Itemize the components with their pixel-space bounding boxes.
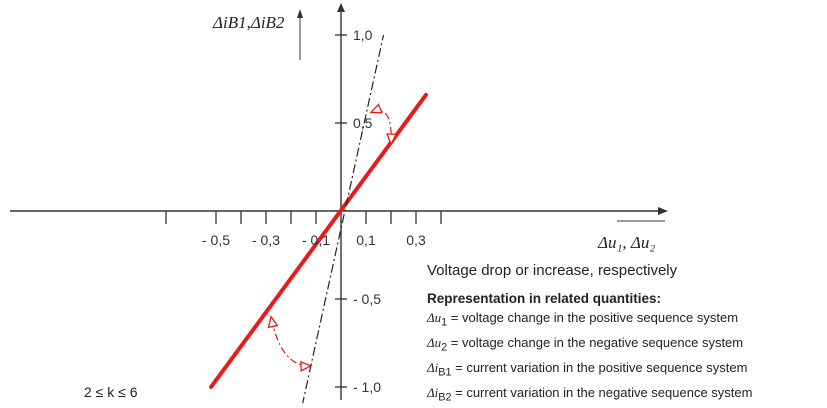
x-axis-title: Δu₁, Δu₂ [597,233,655,252]
x-tick-label-3: 0,1 [356,232,376,248]
y-tick-label-3: - 1,0 [353,379,381,395]
arrowhead-1-start [300,360,313,372]
legend-row-2: ΔiB1 = current variation in the positive… [427,358,825,383]
arrowhead-0-end [386,133,398,146]
axes [10,3,668,400]
legend-description: = current variation in the negative sequ… [451,385,753,401]
y-tick-label-1: 0,5 [353,115,373,131]
y-axis-arrowhead [337,3,345,12]
y-tick-label-2: - 0,5 [353,291,381,307]
legend-symbol: Δi [427,360,439,376]
x-axis-arrowhead [658,207,668,215]
x-tick-label-2: - 0,1 [302,232,330,248]
legend-description: = current variation in the positive sequ… [451,360,748,376]
legend-rows: Δu1 = voltage change in the positive seq… [427,308,825,408]
legend-symbol-subscript: 2 [441,341,448,354]
annotations [267,103,398,372]
axis-titles: ΔiB1,ΔiB2 Δu₁, Δu₂ [212,13,655,252]
legend-row-3: ΔiB2 = current variation in the negative… [427,383,825,408]
legend-description: = voltage change in the positive sequenc… [447,310,739,325]
y-tick-label-0: 1,0 [353,27,373,43]
legend-row-1: Δu2 = voltage change in the negative seq… [427,333,825,358]
legend: Voltage drop or increase, respectively R… [427,262,825,408]
legend-symbol-subscript: B2 [438,391,452,404]
y-axis-title: ΔiB1,ΔiB2 [212,13,285,32]
legend-row-0: Δu1 = voltage change in the positive seq… [427,308,825,333]
legend-description: = voltage change in the negative sequenc… [447,335,744,351]
arrowhead-1-end [267,315,279,329]
legend-symbol: Δu [427,335,442,351]
legend-subtitle: Representation in related quantities: [427,291,662,306]
legend-symbol: Δi [427,385,439,401]
x-tick-label-4: 0,3 [406,232,426,248]
ticks [165,34,442,388]
x-tick-label-1: - 0,3 [252,232,280,248]
legend-symbol-subscript: B1 [438,366,452,379]
legend-symbol: Δu [427,310,442,325]
legend-symbol-subscript: 1 [441,316,448,329]
series [209,34,428,403]
curved-arrow-0 [370,110,392,145]
k-range-label: 2 ≤ k ≤ 6 [84,384,138,400]
tick-labels: - 0,5 - 0,3 - 0,1 0,1 0,3 1,0 0,5 - 0,5 - 1,0 [202,27,426,395]
y-direction-arrowhead [297,9,303,18]
series-line-1 [302,34,385,403]
x-tick-label-0: - 0,5 [202,232,230,248]
arrowhead-0-start [369,103,383,114]
legend-heading: Voltage drop or increase, respectively [427,262,678,279]
